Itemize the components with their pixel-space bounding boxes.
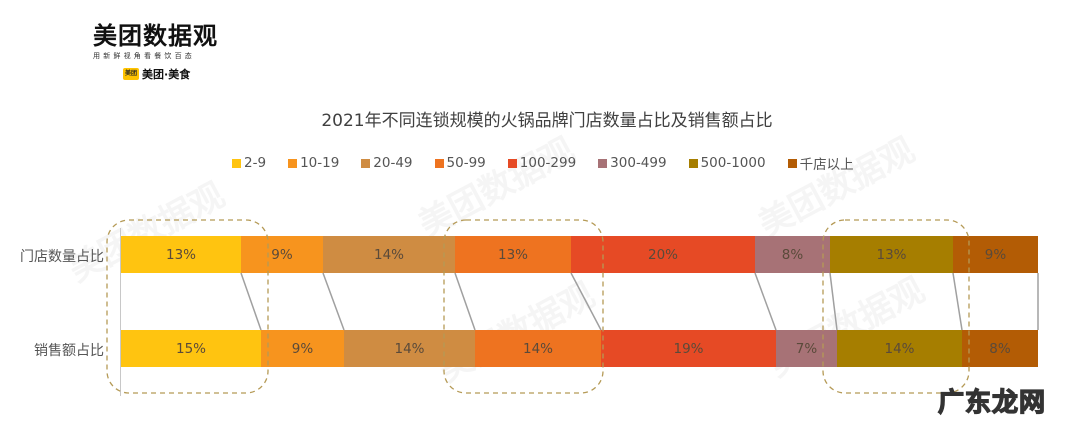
legend-item: 50-99: [434, 153, 486, 173]
legend-label: 20-49: [373, 155, 413, 171]
bar-segment: 14%: [323, 236, 455, 273]
series-line: [240, 272, 262, 331]
legend-label: 千店以上: [799, 157, 854, 173]
legend-item: 500-1000: [688, 153, 766, 173]
site-watermark: 广东龙网: [937, 387, 1046, 418]
legend-label: 300-499: [610, 155, 667, 171]
bar-segment: 13%: [830, 236, 953, 273]
bar-segment: 15%: [121, 330, 261, 367]
highlight-box: [106, 219, 269, 394]
legend-swatch-icon: [787, 158, 797, 168]
meituan-data-logo: 美团数据观 用新鲜视角看餐饮百态 美团 美团·美食: [93, 22, 218, 82]
bar-segment: 7%: [776, 330, 837, 367]
legend-label: 2-9: [244, 155, 267, 171]
legend-item: 20-49: [361, 153, 413, 173]
logo-brand: 美团 美团·美食: [123, 66, 218, 82]
highlight-box: [443, 219, 604, 394]
bar-segment: 20%: [571, 236, 755, 273]
bar-segment: 13%: [121, 236, 241, 273]
row-label-store-count: 门店数量占比: [20, 249, 104, 265]
row-label-sales: 销售额占比: [34, 343, 104, 359]
category-axis: [120, 228, 121, 396]
legend-label: 50-99: [446, 155, 486, 171]
legend-swatch-icon: [507, 158, 517, 168]
legend-swatch-icon: [598, 158, 608, 168]
bar-store-count: 13% 9% 14% 13% 20% 8% 13% 9%: [121, 236, 1038, 273]
bar-segment: 8%: [962, 330, 1038, 367]
chart-title: 2021年不同连锁规模的火锅品牌门店数量占比及销售额占比: [321, 111, 773, 131]
series-line: [570, 272, 602, 331]
legend-item: 100-299: [507, 153, 577, 173]
legend-swatch-icon: [688, 158, 698, 168]
series-line: [322, 272, 345, 331]
legend-item: 千店以上: [787, 153, 854, 173]
series-line: [754, 272, 777, 331]
legend-swatch-icon: [361, 158, 371, 168]
legend-swatch-icon: [288, 158, 298, 168]
legend-label: 500-1000: [700, 155, 766, 171]
bar-segment: 13%: [455, 236, 571, 273]
bar-segment: 14%: [475, 330, 601, 367]
logo-title: 美团数据观: [93, 22, 218, 50]
bar-segment: 14%: [837, 330, 962, 367]
legend-item: 2-9: [232, 153, 266, 173]
bar-segment: 9%: [261, 330, 344, 367]
logo-brand-text: 美团·美食: [142, 68, 191, 81]
chart-legend: 2-9 10-19 20-49 50-99 100-299 300-499 500-1000…: [232, 153, 876, 173]
legend-swatch-icon: [434, 158, 444, 168]
bar-segment: 19%: [601, 330, 776, 367]
bar-segment: 9%: [241, 236, 323, 273]
highlight-box: [822, 219, 970, 394]
legend-item: 10-19: [288, 153, 339, 173]
series-line: [454, 272, 476, 331]
bar-sales: 15% 9% 14% 14% 19% 7% 14% 8%: [121, 330, 1038, 367]
bar-segment: 9%: [953, 236, 1038, 273]
legend-label: 100-299: [519, 155, 577, 171]
legend-label: 10-19: [300, 155, 340, 171]
bar-segment: 14%: [344, 330, 475, 367]
series-line: [829, 272, 838, 331]
bar-segment: 8%: [755, 236, 830, 273]
logo-tagline: 用新鲜视角看餐饮百态: [93, 52, 195, 60]
meituan-badge-icon: 美团: [123, 68, 140, 80]
legend-item: 300-499: [598, 153, 667, 173]
legend-swatch-icon: [232, 158, 241, 168]
series-line: [952, 272, 963, 331]
